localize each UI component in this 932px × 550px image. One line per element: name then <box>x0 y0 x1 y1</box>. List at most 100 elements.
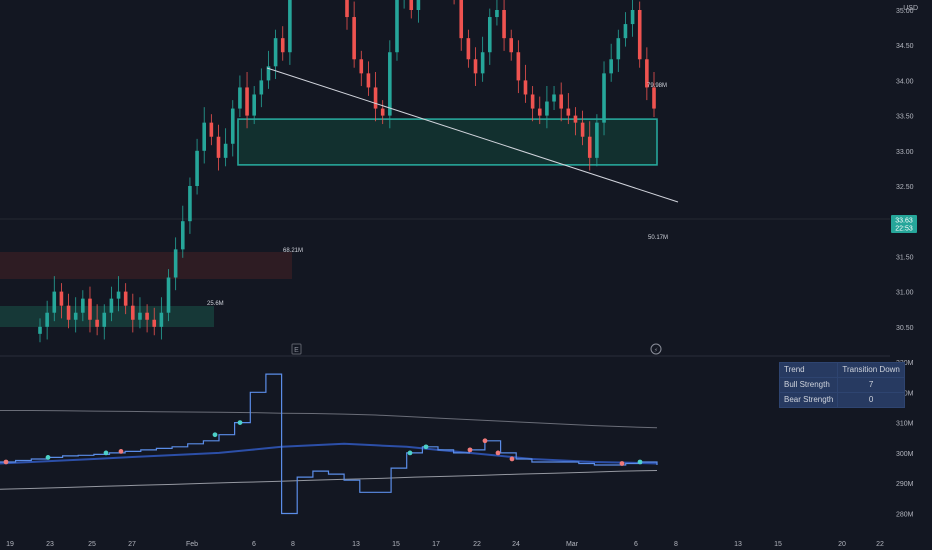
descending-trendline <box>266 67 679 203</box>
candle-body <box>159 312 164 327</box>
price-tick: 35.00 <box>896 8 914 15</box>
indicator-upper-band <box>0 410 658 429</box>
volume-tick: 330M <box>896 360 914 367</box>
table-value: 0 <box>837 392 905 408</box>
candle-body <box>109 298 114 313</box>
volume-label-25: 25.6M <box>207 301 224 307</box>
bear-signal-dot <box>3 459 9 465</box>
candle-body <box>616 38 621 60</box>
candle-body <box>580 122 585 137</box>
price-tick: 33.00 <box>896 149 914 156</box>
candle-body <box>81 298 85 313</box>
candle-body <box>116 291 121 299</box>
candle-body <box>280 38 285 53</box>
volume-tick: 300M <box>896 451 914 458</box>
candle-body <box>487 17 492 53</box>
candle-body <box>223 143 228 158</box>
volume-tick: 320M <box>896 390 914 397</box>
time-tick: 8 <box>674 541 678 548</box>
time-tick: 25 <box>88 541 96 548</box>
earnings-marker-box <box>291 343 302 355</box>
time-tick: 6 <box>634 541 638 548</box>
time-tick: 22 <box>473 541 481 548</box>
table-label: Trend <box>778 362 839 378</box>
candle-body <box>630 10 635 25</box>
last-price-value: 33.63 <box>895 218 913 225</box>
table-value: 7 <box>837 377 905 393</box>
candle-body <box>602 73 606 123</box>
candle-body <box>202 122 207 151</box>
candle-body <box>573 115 578 123</box>
time-tick: 8 <box>291 541 295 548</box>
table-row: Trend Transition Down <box>778 362 905 378</box>
candle-body <box>645 59 649 88</box>
candle-body <box>552 94 556 102</box>
candle-body <box>395 0 399 53</box>
time-tick: 22 <box>876 541 884 548</box>
candle-body <box>587 136 592 158</box>
candle-body <box>466 38 471 60</box>
candle-body <box>537 108 542 116</box>
candle-body <box>252 94 256 116</box>
volume-tick: 290M <box>896 481 914 488</box>
time-tick: 20 <box>838 541 846 548</box>
time-tick: Feb <box>186 541 198 548</box>
candle-body <box>345 0 349 18</box>
table-row: Bear Strength 0 <box>778 392 905 408</box>
currency-label: USD <box>903 5 918 12</box>
candle-body <box>409 0 414 11</box>
trend-strength-table: Trend Transition Down Bull Strength 7 Bear S… <box>778 362 905 408</box>
indicator-lower-band <box>0 470 658 490</box>
time-tick: 24 <box>512 541 520 548</box>
time-tick: 15 <box>774 541 782 548</box>
volume-label-50: 50.17M <box>648 235 668 241</box>
indicator-average <box>0 442 658 465</box>
candle-body <box>545 101 549 116</box>
candle-body <box>95 319 99 327</box>
bull-signal-dot <box>637 459 643 465</box>
candle-body <box>623 24 628 39</box>
indicator-line <box>0 373 658 515</box>
bear-signal-dot <box>509 456 515 462</box>
candle-body <box>45 312 49 327</box>
price-tick: 30.50 <box>896 325 914 332</box>
candle-body <box>495 10 499 18</box>
dividend-marker: ⚡ <box>654 347 658 354</box>
earnings-marker: E <box>294 347 299 354</box>
bear-signal-dot <box>467 447 473 453</box>
time-tick: Mar <box>566 541 579 548</box>
time-tick: 19 <box>6 541 14 548</box>
candle-body <box>416 0 421 10</box>
candle-body <box>595 122 599 158</box>
candle-body <box>359 59 364 74</box>
bear-signal-dot <box>619 461 625 466</box>
candle-body <box>559 94 563 109</box>
candle-body <box>266 66 271 81</box>
candle-body <box>288 0 292 53</box>
table-value: Transition Down <box>837 362 905 378</box>
dividend-marker-circle <box>650 343 662 355</box>
candle-body <box>38 326 42 334</box>
price-tick: 32.50 <box>896 184 914 191</box>
candle-body <box>173 249 178 278</box>
candle-body <box>52 291 57 313</box>
old-bull-zone <box>0 306 214 327</box>
time-tick: 15 <box>392 541 400 548</box>
candle-body <box>566 108 571 116</box>
candle-body <box>245 87 249 116</box>
old-bear-zone <box>0 252 292 279</box>
table-label: Bear Strength <box>778 392 839 408</box>
candle-body <box>516 52 521 81</box>
candle-body <box>530 94 535 109</box>
candle-body <box>273 38 278 67</box>
bull-signal-dot <box>103 450 109 456</box>
time-tick: 27 <box>128 541 136 548</box>
candle-body <box>609 59 613 74</box>
last-price-tag <box>891 215 917 233</box>
candle-body <box>73 312 78 320</box>
volume-label-79: 79.98M <box>647 83 667 89</box>
bear-signal-dot <box>118 448 124 454</box>
bull-signal-dot <box>45 455 51 460</box>
candle-body <box>180 221 185 250</box>
